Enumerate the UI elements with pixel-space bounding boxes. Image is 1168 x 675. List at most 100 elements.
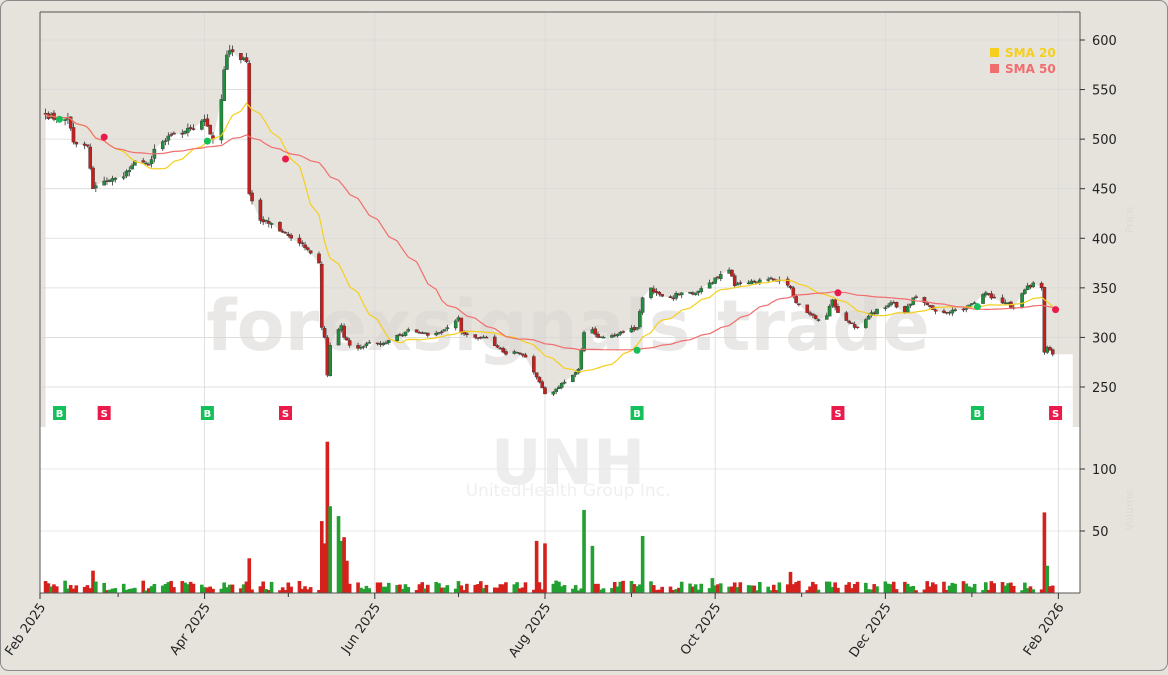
volume-bar: [794, 582, 798, 593]
candle-body: [652, 288, 656, 293]
volume-bar: [652, 585, 656, 593]
buy-signal-dot: [203, 137, 211, 145]
volume-bar: [342, 537, 346, 593]
candle-body: [406, 329, 411, 332]
legend-sma50-label: SMA 50: [1005, 62, 1056, 76]
candle-body: [844, 312, 849, 321]
volume-bar: [437, 583, 441, 593]
candle-body: [453, 320, 458, 329]
volume-bar: [239, 588, 243, 593]
candle-body: [543, 387, 547, 395]
volume-bar: [758, 582, 762, 593]
volume-bar: [850, 588, 854, 593]
volume-bar: [766, 586, 770, 593]
candle-body: [191, 128, 196, 130]
candle-body: [465, 333, 469, 335]
candle-body: [551, 391, 556, 395]
volume-bar: [317, 590, 321, 593]
signal-label: B: [974, 409, 982, 420]
volume-bar: [498, 584, 503, 593]
volume-tick-label: 100: [1092, 463, 1117, 478]
volume-bar: [992, 583, 996, 593]
volume-bar: [495, 587, 500, 593]
candle-body: [635, 327, 639, 330]
volume-bar: [908, 586, 913, 593]
candle-body: [1023, 289, 1027, 294]
volume-bar: [258, 586, 263, 593]
volume-bar: [649, 581, 653, 593]
volume-bar: [386, 582, 391, 593]
candle-body: [501, 348, 505, 353]
volume-bar: [133, 587, 137, 593]
candle-body: [816, 319, 821, 321]
candle-body: [1039, 282, 1044, 289]
volume-bar: [453, 588, 458, 593]
candle-body: [559, 383, 564, 388]
candle-body: [306, 247, 310, 250]
volume-bar: [903, 581, 907, 593]
volume-bar: [540, 589, 544, 593]
candle-body: [403, 331, 408, 336]
candle-body: [621, 331, 625, 333]
candle-body: [942, 310, 946, 313]
volume-bar: [492, 587, 497, 593]
volume-bar: [417, 584, 422, 593]
candle-body: [735, 283, 740, 286]
candle-body: [836, 306, 840, 313]
volume-bar: [576, 590, 581, 593]
candle-body: [266, 220, 271, 224]
candle-body: [657, 292, 662, 295]
volume-bar: [163, 583, 168, 593]
candle-body: [805, 304, 810, 313]
candle-body: [163, 140, 168, 142]
volume-bar: [186, 584, 190, 593]
volume-bar: [805, 590, 810, 593]
volume-bar: [989, 581, 994, 593]
volume-bar: [797, 580, 801, 593]
sma-20-line: [45, 102, 1054, 373]
volume-bar: [102, 582, 106, 593]
volume-bar: [465, 583, 469, 593]
volume-bar: [1023, 582, 1027, 593]
sma-50-line: [45, 113, 1053, 351]
volume-bar: [562, 585, 567, 593]
volume-bar: [247, 558, 252, 593]
candle-body: [144, 162, 148, 165]
legend: SMA 20 SMA 50: [990, 46, 1056, 76]
volume-bar: [110, 588, 115, 593]
candle-body: [414, 329, 419, 333]
legend-sma20-swatch: [990, 48, 999, 57]
volume-bar: [63, 580, 67, 593]
price-axis: 250 300 350 400 450 500 550 600: [1080, 34, 1117, 396]
volume-bar: [504, 582, 508, 593]
watermark-ticker: UNH: [491, 426, 645, 499]
volume-bar: [200, 584, 204, 593]
candle-body: [227, 50, 232, 55]
price-area-fill: [45, 50, 1073, 427]
volume-bar: [984, 582, 988, 593]
volume-bar: [710, 578, 715, 593]
volume-bar: [933, 584, 938, 593]
candle-body: [866, 315, 871, 320]
volume-bar: [1050, 585, 1055, 593]
candle-body: [68, 116, 73, 129]
sell-signal-badge: [831, 406, 845, 420]
candle-body: [149, 159, 154, 164]
volume-bar: [481, 588, 486, 593]
candle-body: [121, 176, 126, 179]
candle-body: [713, 277, 717, 284]
volume-bar: [166, 582, 171, 593]
candle-body: [1031, 282, 1036, 287]
candle-body: [824, 315, 829, 320]
volume-bar: [816, 589, 821, 593]
candle-body: [579, 349, 584, 370]
volume-bar: [85, 585, 90, 593]
volume-bar: [852, 584, 857, 593]
volume-bar: [905, 583, 910, 593]
price-axis-label: Price: [1123, 206, 1136, 233]
candle-body: [258, 199, 263, 221]
candle-body: [847, 320, 851, 323]
volume-bar: [788, 571, 793, 593]
volume-bar: [269, 581, 274, 593]
volume-bar: [716, 584, 720, 593]
